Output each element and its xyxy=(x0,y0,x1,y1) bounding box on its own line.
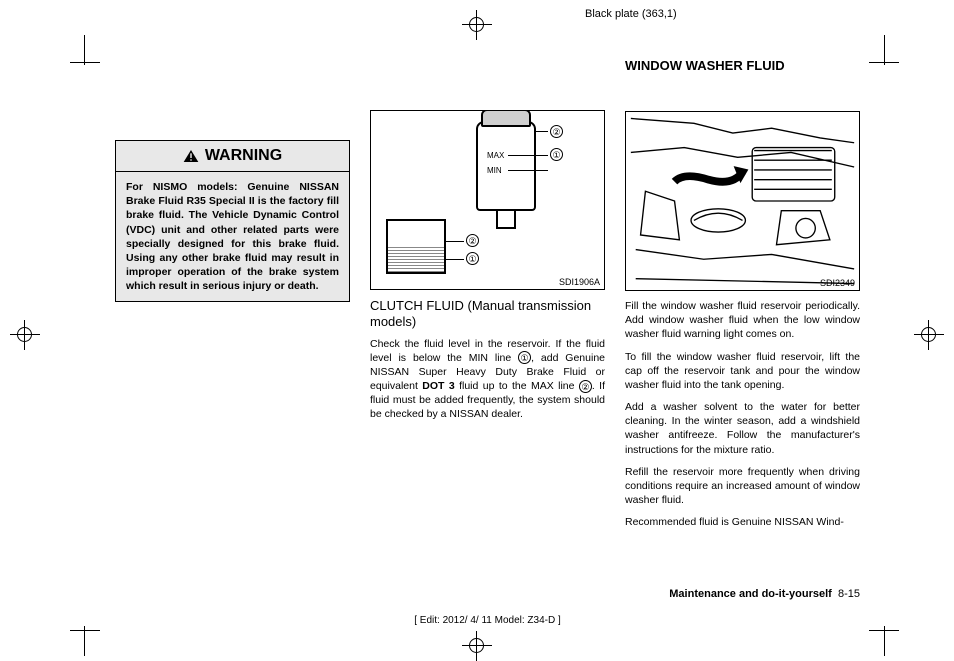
washer-fig-id: SDI2349 xyxy=(820,278,855,288)
callout-2b: ② xyxy=(466,234,479,247)
clutch-min-label: MIN xyxy=(487,166,502,175)
washer-p5: Recommended fluid is Genuine NISSAN Wind… xyxy=(625,515,860,529)
washer-section-head: WINDOW WASHER FLUID xyxy=(625,58,860,73)
footer-right: Maintenance and do-it-yourself 8-15 xyxy=(669,588,860,600)
clutch-heading: CLUTCH FLUID (Manual transmission models… xyxy=(370,298,605,331)
warning-body: For NISMO models: Genuine NISSAN Brake F… xyxy=(116,172,349,301)
clutch-fig-id: SDI1906A xyxy=(559,277,600,287)
washer-p4: Refill the reservoir more frequently whe… xyxy=(625,465,860,508)
callout-1a: ① xyxy=(550,148,563,161)
col-clutch: MAX MIN ① ② ② ① SDI1906A CLUTCH FLUID (M… xyxy=(370,110,605,537)
washer-svg xyxy=(626,112,859,290)
warning-heading: WARNING xyxy=(116,141,349,172)
washer-p1: Fill the window washer fluid reservoir p… xyxy=(625,299,860,342)
washer-p2: To fill the window washer fluid reservoi… xyxy=(625,350,860,393)
callout-1b: ① xyxy=(466,252,479,265)
clutch-cap xyxy=(481,110,531,127)
footer-edit: [ Edit: 2012/ 4/ 11 Model: Z34-D ] xyxy=(95,615,880,626)
clutch-reservoir xyxy=(476,121,536,211)
warning-icon xyxy=(183,149,199,163)
washer-p3: Add a washer solvent to the water for be… xyxy=(625,400,860,457)
page: WARNING For NISMO models: Genuine NISSAN… xyxy=(95,50,880,620)
clutch-figure: MAX MIN ① ② ② ① SDI1906A xyxy=(370,110,605,290)
warning-box: WARNING For NISMO models: Genuine NISSAN… xyxy=(115,140,350,302)
clutch-max-label: MAX xyxy=(487,151,504,160)
warning-title: WARNING xyxy=(205,147,282,165)
plate-label: Black plate (363,1) xyxy=(585,8,677,20)
callout-2a: ② xyxy=(550,125,563,138)
clutch-body: Check the fluid level in the reservoir. … xyxy=(370,337,605,422)
washer-figure: SDI2349 xyxy=(625,111,860,291)
col-washer: WINDOW WASHER FLUID xyxy=(625,110,860,537)
col-warning: WARNING For NISMO models: Genuine NISSAN… xyxy=(115,110,350,537)
